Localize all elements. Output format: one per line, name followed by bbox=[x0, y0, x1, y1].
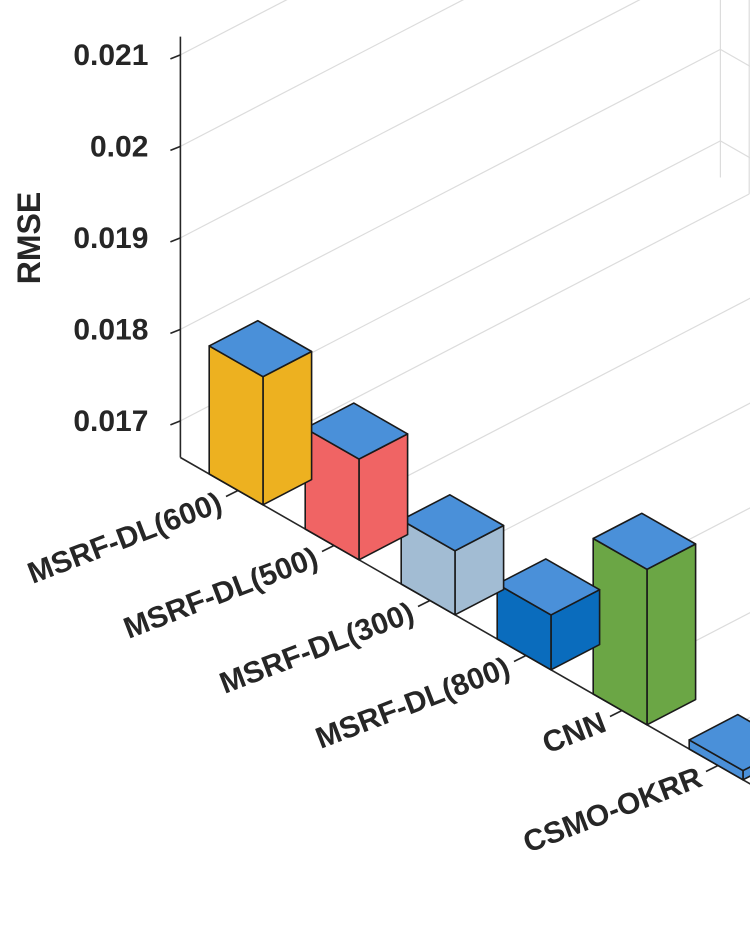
y-tick-label: 0.02 bbox=[90, 130, 148, 163]
grid-line-side bbox=[180, 48, 721, 330]
x-tick bbox=[417, 599, 431, 608]
x-tick bbox=[705, 764, 719, 773]
y-tick bbox=[170, 145, 181, 152]
x-tick-label: MSRF-DL(300) bbox=[215, 596, 418, 700]
bar-side-face bbox=[262, 350, 313, 506]
bar bbox=[400, 493, 505, 616]
bar-top-face bbox=[208, 319, 313, 378]
grid-line-side bbox=[180, 0, 465, 147]
x-tick bbox=[513, 654, 527, 663]
y-tick bbox=[170, 54, 181, 60]
bars bbox=[208, 319, 750, 781]
grid-line-floor bbox=[688, 716, 750, 750]
grid-line-back bbox=[720, 0, 750, 199]
y-axis-title: RMSE bbox=[11, 192, 47, 284]
x-tick bbox=[609, 709, 623, 718]
y-tick bbox=[170, 237, 181, 243]
bar-top-face bbox=[400, 493, 505, 552]
x-tick-label: MSRF-DL(800) bbox=[311, 651, 514, 755]
grid-line-back bbox=[720, 0, 750, 291]
bar-top-face bbox=[688, 713, 750, 772]
bar bbox=[688, 713, 750, 781]
bar bbox=[304, 402, 409, 561]
y-tick bbox=[170, 420, 181, 426]
grid-line-side bbox=[180, 0, 288, 56]
x-tick-label: CSMO-OKRR bbox=[519, 761, 707, 859]
x-tick-label: MSRF-DL(600) bbox=[23, 486, 226, 590]
bar-top-face bbox=[592, 512, 697, 571]
grid-line-back bbox=[720, 48, 750, 68]
y-tick-label: 0.019 bbox=[73, 222, 148, 255]
bar bbox=[208, 319, 313, 506]
y-tick bbox=[170, 328, 181, 335]
x-tick-label: MSRF-DL(500) bbox=[119, 541, 322, 645]
bar-side-face bbox=[646, 543, 697, 726]
axes bbox=[170, 36, 750, 785]
grid-line-back bbox=[720, 0, 750, 108]
x-axis-line bbox=[180, 456, 750, 785]
x-tick bbox=[321, 544, 335, 553]
grid-line-back bbox=[720, 140, 750, 159]
bar-front-face bbox=[592, 537, 648, 726]
x-tick-label: CNN bbox=[538, 706, 611, 760]
bar bbox=[592, 512, 697, 726]
x-tick bbox=[225, 489, 239, 498]
bar bbox=[496, 558, 601, 671]
y-tick-label: 0.017 bbox=[73, 405, 148, 438]
bar-top-face bbox=[304, 402, 409, 460]
grid-line-side bbox=[180, 0, 641, 239]
y-tick-label: 0.018 bbox=[73, 313, 148, 346]
bar-top-face bbox=[496, 558, 601, 616]
y-tick-label: 0.021 bbox=[73, 39, 148, 72]
